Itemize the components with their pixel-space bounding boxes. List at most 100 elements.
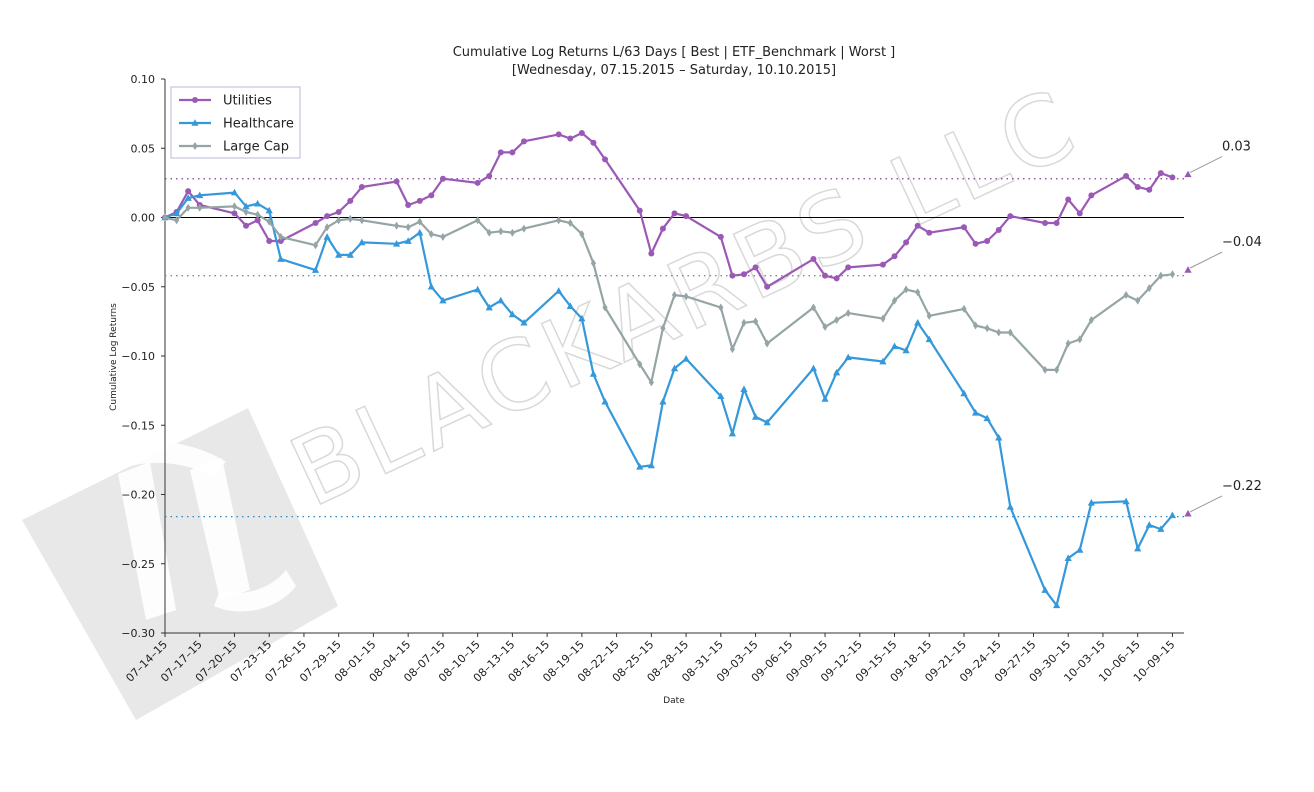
y-tick-label: −0.15 <box>121 419 155 432</box>
data-point <box>960 389 968 397</box>
y-tick-label: −0.20 <box>121 489 155 502</box>
data-point <box>1088 192 1095 199</box>
data-point <box>683 292 689 301</box>
annotation-label: 0.03 <box>1222 140 1251 155</box>
data-point <box>416 197 423 204</box>
data-point <box>822 272 829 279</box>
data-point <box>498 227 504 236</box>
data-point <box>728 429 736 437</box>
data-point <box>961 304 967 313</box>
data-point <box>822 322 828 331</box>
data-point <box>393 178 400 185</box>
annotation-marker <box>1184 509 1192 517</box>
data-point <box>579 230 585 239</box>
data-point <box>1087 499 1095 506</box>
data-point <box>556 216 562 225</box>
annotation-label: −0.22 <box>1222 479 1262 494</box>
data-point <box>173 216 180 225</box>
data-point <box>995 433 1003 441</box>
data-point <box>729 272 736 279</box>
data-point <box>717 233 724 240</box>
data-point <box>764 339 770 348</box>
data-point <box>671 291 678 300</box>
data-point <box>1169 270 1176 279</box>
data-point <box>636 207 643 214</box>
data-point <box>1158 271 1164 280</box>
data-point <box>336 216 342 225</box>
data-point <box>509 228 515 237</box>
data-point <box>231 210 238 217</box>
data-point <box>751 413 760 420</box>
data-point <box>648 250 655 257</box>
data-point <box>358 238 366 246</box>
data-point <box>184 194 192 201</box>
data-point <box>903 239 910 246</box>
data-point <box>405 223 411 232</box>
data-point <box>1135 296 1141 305</box>
data-point <box>636 463 644 470</box>
data-point <box>192 142 198 150</box>
data-point <box>347 197 354 204</box>
data-point <box>926 311 932 320</box>
data-point <box>1054 365 1060 374</box>
annotation-leader <box>1189 495 1223 513</box>
data-point <box>578 314 586 322</box>
data-point <box>740 271 747 278</box>
data-point <box>671 210 678 217</box>
data-point <box>311 266 320 273</box>
data-point <box>844 353 852 361</box>
data-point <box>1146 186 1153 193</box>
data-point <box>996 328 1002 337</box>
data-point <box>254 199 262 207</box>
data-point <box>1042 365 1048 374</box>
legend-item: Healthcare <box>179 117 294 132</box>
data-point <box>191 119 199 126</box>
chart-title: Cumulative Log Returns L/63 Days [ Best … <box>453 45 896 60</box>
watermark: BLACKARBS LLC <box>22 66 1096 720</box>
series-healthcare <box>161 188 1177 609</box>
data-point <box>440 232 446 241</box>
data-point <box>265 206 273 214</box>
y-tick-label: 0.05 <box>131 142 156 155</box>
annotation-marker <box>1184 170 1192 178</box>
data-point <box>983 414 991 422</box>
data-point <box>1076 546 1084 553</box>
y-tick-label: −0.25 <box>121 558 155 571</box>
data-point <box>162 213 168 222</box>
data-point <box>231 202 238 211</box>
data-point <box>254 217 261 224</box>
annotation-label: −0.04 <box>1222 235 1262 250</box>
data-point <box>439 175 446 182</box>
data-point <box>590 259 597 268</box>
data-point <box>834 315 840 324</box>
data-point <box>890 342 899 350</box>
y-tick-label: 0.10 <box>131 73 156 86</box>
data-point <box>555 131 562 138</box>
y-tick-label: −0.10 <box>121 350 155 363</box>
data-point <box>475 216 481 225</box>
data-point <box>485 303 493 311</box>
data-point <box>566 302 574 309</box>
data-point <box>486 228 492 237</box>
data-point <box>1053 220 1060 227</box>
data-point <box>915 288 921 297</box>
data-point <box>335 208 342 215</box>
x-axis-title: Date <box>663 696 685 706</box>
data-point <box>602 156 609 163</box>
data-point <box>821 395 829 402</box>
data-point <box>1077 335 1083 344</box>
data-point <box>764 283 771 290</box>
legend-label: Healthcare <box>223 117 294 132</box>
data-point <box>891 253 898 260</box>
y-tick-label: −0.05 <box>121 281 155 294</box>
data-point <box>520 138 527 145</box>
data-point <box>312 220 319 227</box>
data-point <box>1169 174 1176 181</box>
data-point <box>1157 170 1164 177</box>
data-point <box>972 321 979 330</box>
data-point <box>509 149 516 156</box>
data-point <box>1007 328 1013 337</box>
data-point <box>359 216 365 225</box>
data-point <box>845 309 851 318</box>
annotation-leader <box>1189 251 1223 269</box>
